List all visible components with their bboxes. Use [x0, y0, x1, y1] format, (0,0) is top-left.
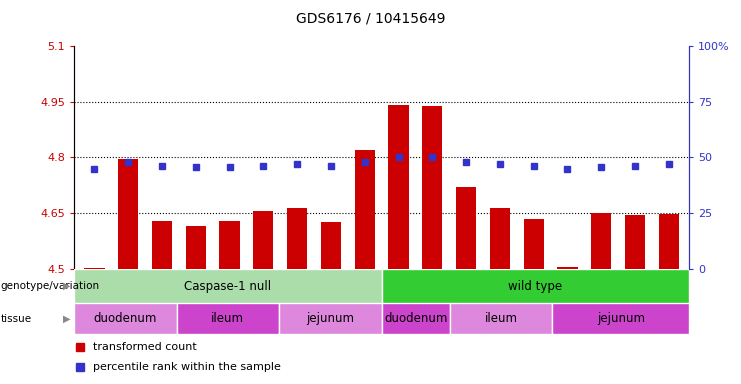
- Bar: [557, 267, 578, 269]
- Bar: [279, 303, 382, 334]
- Bar: [625, 215, 645, 269]
- Text: percentile rank within the sample: percentile rank within the sample: [93, 362, 280, 372]
- Bar: [422, 106, 442, 269]
- Bar: [74, 269, 382, 303]
- Text: GDS6176 / 10415649: GDS6176 / 10415649: [296, 12, 445, 25]
- Bar: [219, 220, 239, 269]
- Bar: [524, 219, 544, 269]
- Text: genotype/variation: genotype/variation: [1, 281, 100, 291]
- Bar: [74, 303, 176, 334]
- Text: ileum: ileum: [485, 312, 518, 325]
- Text: ▶: ▶: [63, 314, 70, 324]
- Text: transformed count: transformed count: [93, 342, 196, 352]
- Text: duodenum: duodenum: [384, 312, 448, 325]
- Text: Caspase-1 null: Caspase-1 null: [185, 280, 271, 293]
- Bar: [382, 269, 689, 303]
- Bar: [659, 214, 679, 269]
- Bar: [152, 220, 172, 269]
- Bar: [287, 208, 308, 269]
- Bar: [118, 159, 139, 269]
- Text: jejunum: jejunum: [306, 312, 354, 325]
- Text: ▶: ▶: [63, 281, 70, 291]
- Bar: [176, 303, 279, 334]
- Bar: [553, 303, 689, 334]
- Text: ileum: ileum: [211, 312, 245, 325]
- Bar: [490, 208, 510, 269]
- Bar: [388, 106, 408, 269]
- Bar: [253, 211, 273, 269]
- Bar: [382, 303, 450, 334]
- Text: duodenum: duodenum: [93, 312, 157, 325]
- Bar: [185, 226, 206, 269]
- Bar: [355, 150, 375, 269]
- Bar: [84, 268, 104, 269]
- Text: tissue: tissue: [1, 314, 32, 324]
- Bar: [321, 222, 341, 269]
- Bar: [456, 187, 476, 269]
- Text: jejunum: jejunum: [597, 312, 645, 325]
- Bar: [450, 303, 553, 334]
- Bar: [591, 213, 611, 269]
- Text: wild type: wild type: [508, 280, 562, 293]
